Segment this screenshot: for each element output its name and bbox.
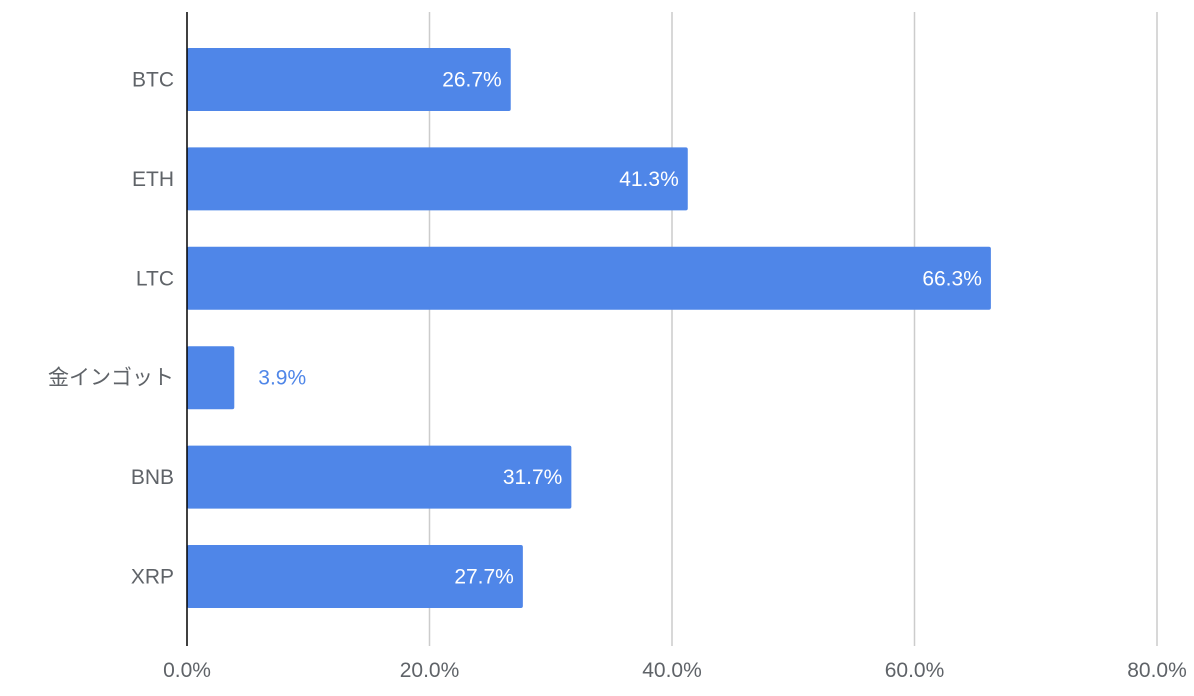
data-label: 3.9% [258,367,306,390]
x-tick-label: 0.0% [163,659,211,682]
x-tick-label: 20.0% [400,659,460,682]
x-tick-label: 60.0% [885,659,945,682]
bars [187,48,991,608]
data-label: 41.3% [619,168,679,191]
data-label: 26.7% [442,69,502,92]
labels: 0.0% 20.0% 40.0% 60.0% 80.0% BTC 26.7% ETH 41.3%… [48,69,1187,683]
data-label: 31.7% [503,466,563,489]
bar [187,346,235,410]
category-label: ETH [132,168,174,191]
category-label: BNB [131,466,174,489]
data-label: 27.7% [454,566,514,589]
bar [187,246,991,310]
category-label: 金インゴット [48,367,174,390]
bar [187,445,572,509]
x-tick-label: 40.0% [642,659,702,682]
category-label: BTC [132,69,174,92]
bar [187,48,511,111]
bar [187,545,523,608]
gridlines [428,12,1158,646]
bar [187,147,688,211]
category-label: LTC [136,267,174,290]
category-label: XRP [131,566,174,589]
x-tick-label: 80.0% [1127,659,1187,682]
data-label: 66.3% [922,267,982,290]
